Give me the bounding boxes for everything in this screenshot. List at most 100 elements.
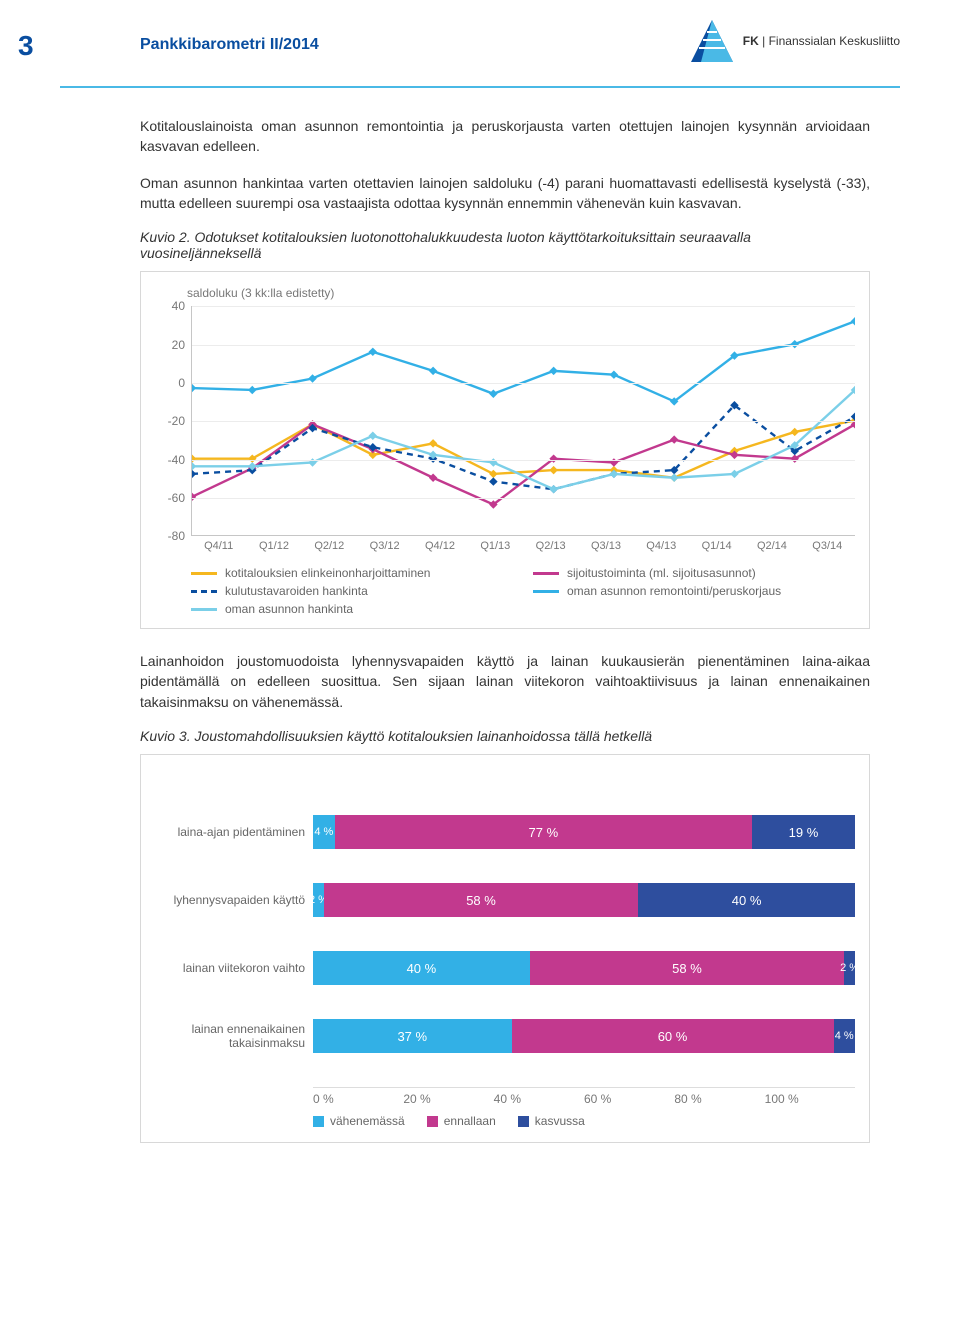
legend-label: sijoitustoiminta (ml. sijoitusasunnot) [567,566,756,580]
chart-marker [429,439,438,447]
chart-ytick: -80 [155,529,191,543]
chart-marker [429,474,438,482]
bar-segment: 2 % [844,951,855,985]
legend-label: oman asunnon hankinta [225,602,353,616]
bar-xtick: 60 % [584,1092,674,1106]
legend-swatch [191,590,217,593]
bar-segment: 60 % [512,1019,834,1053]
bar-segment: 4 % [834,1019,855,1053]
bar-label: lainan viitekoron vaihto [155,961,313,975]
bar-xtick: 0 % [313,1092,403,1106]
bar-segment: 37 % [313,1019,512,1053]
chart-marker [670,436,679,444]
chart-marker [549,466,558,474]
figure2-chart: saldoluku (3 kk:lla edistetty) 40 20 0 -20 -… [140,271,870,629]
chart-ytick: 40 [155,299,191,313]
chart-marker [308,374,317,382]
bar-segment: 40 % [638,883,855,917]
paragraph-3: Lainanhoidon joustomuodoista lyhennysvap… [140,651,870,712]
bar-segment: 19 % [752,815,855,849]
chart-xtick: Q2/13 [523,540,578,552]
page-number: 3 [18,30,34,62]
chart-ytick: 0 [155,376,191,390]
legend-label: kulutustavaroiden hankinta [225,584,368,598]
chart-marker [489,470,498,478]
chart-xtick: Q4/13 [634,540,689,552]
legend-swatch [191,608,217,611]
legend-swatch [427,1116,438,1127]
chart-marker [851,317,855,325]
chart-marker [369,432,378,440]
chart-marker [489,478,498,486]
chart-marker [610,371,619,379]
bar-segment: 58 % [530,951,844,985]
org-name: FK | Finanssialan Keskusliitto [743,34,900,48]
bar-segment: 4 % [313,815,335,849]
chart-marker [192,384,196,392]
bar-track: 40 %58 %2 % [313,951,855,985]
bar-xtick: 100 % [765,1092,855,1106]
chart-ytick: 20 [155,338,191,352]
chart-legend-item: oman asunnon remontointi/peruskorjaus [533,584,855,598]
chart-marker [670,474,679,482]
figure2-caption: Kuvio 2. Odotukset kotitalouksien luoton… [140,229,870,261]
paragraph-1: Kotitalouslainoista oman asunnon remonto… [140,116,870,157]
chart-xtick: Q1/13 [468,540,523,552]
header-org: FK | Finanssialan Keskusliitto [689,18,900,64]
bar-segment: 40 % [313,951,530,985]
bar-segment: 77 % [335,815,752,849]
bar-track: 4 %77 %19 % [313,815,855,849]
chart-marker [790,428,799,436]
chart-marker [248,386,257,394]
bar-track: 37 %60 %4 % [313,1019,855,1053]
page-header: 3 Pankkibarometri II/2014 FK | Finanssia… [60,0,900,88]
bar-row: lyhennysvapaiden käyttö2 %58 %40 % [155,883,855,917]
bar-xtick: 40 % [494,1092,584,1106]
chart-legend-item: kulutustavaroiden hankinta [191,584,513,598]
chart-marker [549,485,558,493]
bar-legend-item: ennallaan [427,1114,496,1128]
legend-swatch [313,1116,324,1127]
bar-legend-item: kasvussa [518,1114,585,1128]
chart-marker [192,462,196,470]
chart-xtick: Q4/12 [412,540,467,552]
bar-segment: 2 % [313,883,324,917]
chart-marker [369,348,378,356]
bar-row: laina-ajan pidentäminen4 %77 %19 % [155,815,855,849]
bar-xtick: 20 % [403,1092,493,1106]
legend-swatch [533,590,559,593]
paragraph-2: Oman asunnon hankintaa varten otettavien… [140,173,870,214]
legend-swatch [191,572,217,575]
bar-xtick: 80 % [674,1092,764,1106]
bar-label: laina-ajan pidentäminen [155,825,313,839]
chart-ytick: -20 [155,414,191,428]
figure3-caption: Kuvio 3. Joustomahdollisuuksien käyttö k… [140,728,870,744]
bar-legend-item: vähenemässä [313,1114,405,1128]
chart-xtick: Q3/12 [357,540,412,552]
legend-label: oman asunnon remontointi/peruskorjaus [567,584,781,598]
legend-swatch [518,1116,529,1127]
chart-ytick: -40 [155,453,191,467]
bar-row: lainan ennenaikainen takaisinmaksu37 %60… [155,1019,855,1053]
chart-marker [730,470,739,478]
legend-label: kasvussa [535,1114,585,1128]
figure3-chart: laina-ajan pidentäminen4 %77 %19 %lyhenn… [140,754,870,1143]
chart-series-line [192,321,855,401]
chart-marker [549,367,558,375]
chart-xtick: Q1/12 [246,540,301,552]
bar-segment: 58 % [324,883,638,917]
legend-swatch [533,572,559,575]
chart-xtick: Q3/14 [800,540,855,552]
chart-xtick: Q4/11 [191,540,246,552]
legend-label: kotitalouksien elinkeinonharjoittaminen [225,566,430,580]
chart-legend-item: oman asunnon hankinta [191,602,513,616]
legend-label: vähenemässä [330,1114,405,1128]
bar-label: lainan ennenaikainen takaisinmaksu [155,1022,313,1050]
chart-legend-item: sijoitustoiminta (ml. sijoitusasunnot) [533,566,855,580]
figure2-note: saldoluku (3 kk:lla edistetty) [155,286,855,300]
page-content: Kotitalouslainoista oman asunnon remonto… [0,88,960,1143]
chart-marker [192,470,196,478]
chart-xtick: Q2/14 [744,540,799,552]
org-logo-icon [689,18,735,64]
chart-legend-item: kotitalouksien elinkeinonharjoittaminen [191,566,513,580]
